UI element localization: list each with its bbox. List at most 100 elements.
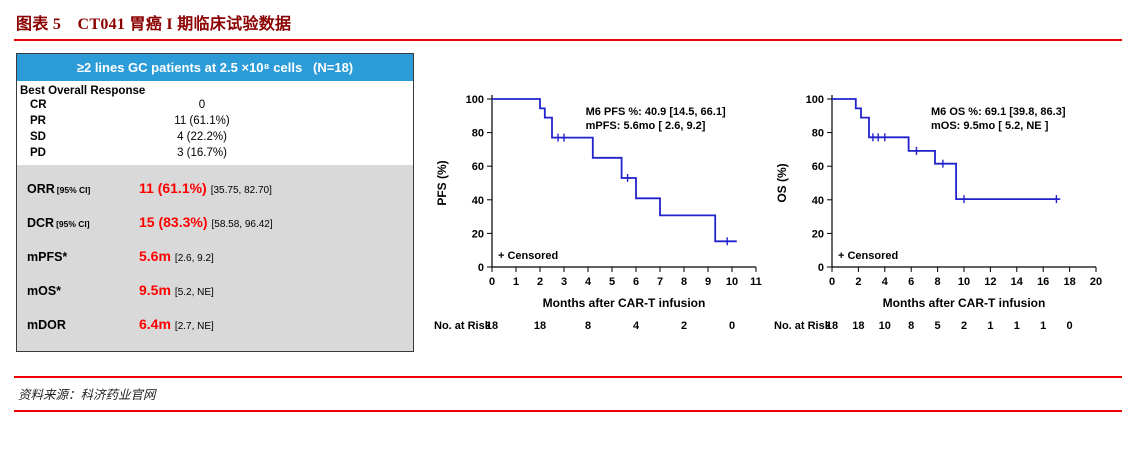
table-row: mOS* 9.5m [5.2, NE] — [17, 274, 413, 308]
y-axis-label: OS (%) — [775, 163, 789, 202]
svg-text:40: 40 — [812, 195, 824, 207]
svg-text:18: 18 — [852, 320, 864, 332]
svg-text:18: 18 — [826, 320, 838, 332]
censor-marks — [868, 133, 1061, 204]
svg-text:1: 1 — [1014, 320, 1020, 332]
svg-text:10: 10 — [958, 276, 970, 288]
row-value: 0 — [198, 99, 206, 111]
svg-text:4: 4 — [633, 320, 640, 332]
svg-text:20: 20 — [1090, 276, 1102, 288]
row-label: PD — [30, 147, 46, 159]
svg-text:7: 7 — [657, 276, 663, 288]
annotation: mPFS: 5.6mo [ 2.6, 9.2] — [586, 120, 706, 132]
svg-text:1: 1 — [987, 320, 993, 332]
os-km-chart: 0 20 40 60 80 100 0 2 4 6 8 10 12 14 16 18 20 M6 OS %: 69… — [774, 89, 1104, 337]
svg-text:20: 20 — [472, 228, 484, 240]
y-axis-label: PFS (%) — [435, 160, 449, 205]
row-value: 4 (22.2%) — [177, 131, 227, 143]
row-label: PR — [30, 115, 46, 127]
svg-text:60: 60 — [812, 161, 824, 173]
annotation: M6 PFS %: 40.9 [14.5, 66.1] — [586, 106, 726, 118]
svg-text:100: 100 — [466, 94, 484, 106]
svg-text:0: 0 — [829, 276, 835, 288]
svg-text:No. at Risk: No. at Risk — [434, 320, 492, 332]
svg-text:8: 8 — [585, 320, 591, 332]
svg-text:5: 5 — [935, 320, 941, 332]
table-row: mPFS* 5.6m [2.6, 9.2] — [17, 240, 413, 274]
table-section-title: Best Overall Response — [20, 85, 146, 97]
row-sublabel: [95% CI] — [56, 185, 91, 195]
svg-text:0: 0 — [478, 262, 484, 274]
figure-content: ≥2 lines GC patients at 2.5 ×10⁸ cells (… — [16, 53, 1120, 352]
svg-text:12: 12 — [984, 276, 996, 288]
svg-text:2: 2 — [855, 276, 861, 288]
row-sublabel: [95% CI] — [56, 219, 90, 229]
svg-text:5: 5 — [609, 276, 615, 288]
svg-text:2: 2 — [681, 320, 687, 332]
svg-text:0: 0 — [729, 320, 735, 332]
row-value: 6.4m [2.7, NE] — [139, 316, 214, 332]
pfs-km-chart: 0 20 40 60 80 100 0 1 2 3 4 5 6 7 8 9 10 11 M6 PFS %: 40.9… — [434, 89, 764, 337]
svg-text:8: 8 — [935, 276, 941, 288]
table-row: DCR [95% CI] 15 (83.3%) [58.58, 96.42] — [17, 206, 413, 240]
row-label: DCR [95% CI] — [27, 216, 90, 230]
table-row: ORR [95% CI] 11 (61.1%) [35.75, 82.70] — [17, 172, 413, 206]
row-label: mOS* — [27, 284, 62, 298]
footer-divider-top — [14, 376, 1122, 378]
svg-text:10: 10 — [726, 276, 738, 288]
svg-text:No. at Risk: No. at Risk — [774, 320, 832, 332]
censor-marks — [554, 133, 732, 246]
confidence-interval: [35.75, 82.70] — [210, 185, 272, 196]
row-label: mPFS* — [27, 250, 68, 264]
row-value: 11 (61.1%) [35.75, 82.70] — [139, 180, 272, 196]
svg-text:16: 16 — [1037, 276, 1049, 288]
svg-text:4: 4 — [585, 276, 592, 288]
confidence-interval: [58.58, 96.42] — [211, 219, 273, 230]
table-response-section: Best Overall Response CR 0 PR 11 (61.1%)… — [17, 81, 413, 165]
table-row: SD 4 (22.2%) — [17, 129, 413, 145]
svg-text:80: 80 — [472, 128, 484, 140]
svg-text:3: 3 — [561, 276, 567, 288]
svg-text:1: 1 — [1040, 320, 1046, 332]
row-label: mDOR — [27, 318, 66, 332]
svg-text:2: 2 — [537, 276, 543, 288]
svg-text:10: 10 — [879, 320, 891, 332]
svg-text:20: 20 — [812, 228, 824, 240]
figure-title: 图表 5 CT041 胃癌 I 期临床试验数据 — [16, 16, 292, 33]
figure-page: 图表 5 CT041 胃癌 I 期临床试验数据 ≥2 lines GC pati… — [0, 10, 1136, 450]
svg-text:2: 2 — [961, 320, 967, 332]
table-header: ≥2 lines GC patients at 2.5 ×10⁸ cells (… — [17, 54, 413, 81]
x-axis-label: Months after CAR-T infusion — [543, 296, 706, 310]
km-curve — [492, 98, 737, 243]
svg-text:6: 6 — [908, 276, 914, 288]
svg-text:1: 1 — [513, 276, 519, 288]
svg-text:4: 4 — [882, 276, 889, 288]
svg-text:8: 8 — [681, 276, 687, 288]
row-value: 9.5m [5.2, NE] — [139, 282, 214, 298]
censored-legend: + Censored — [498, 250, 558, 262]
row-value: 3 (16.7%) — [177, 147, 227, 159]
response-table: ≥2 lines GC patients at 2.5 ×10⁸ cells (… — [16, 53, 414, 352]
svg-text:6: 6 — [633, 276, 639, 288]
svg-text:18: 18 — [534, 320, 546, 332]
svg-text:100: 100 — [806, 94, 824, 106]
svg-text:14: 14 — [1011, 276, 1024, 288]
svg-text:0: 0 — [489, 276, 495, 288]
row-value: 11 (61.1%) — [174, 115, 230, 127]
row-label: SD — [30, 131, 46, 143]
x-axis-label: Months after CAR-T infusion — [883, 296, 1046, 310]
svg-text:9: 9 — [705, 276, 711, 288]
axes: 0 20 40 60 80 100 0 2 4 6 8 10 12 14 16 18 20 — [806, 94, 1102, 288]
row-value: 15 (83.3%) [58.58, 96.42] — [139, 214, 273, 230]
confidence-interval: [5.2, NE] — [174, 287, 214, 298]
axes: 0 20 40 60 80 100 0 1 2 3 4 5 6 7 8 9 10 11 — [466, 94, 762, 288]
svg-text:80: 80 — [812, 128, 824, 140]
confidence-interval: [2.7, NE] — [174, 321, 214, 332]
annotation: mOS: 9.5mo [ 5.2, NE ] — [931, 120, 1049, 132]
censored-legend: + Censored — [838, 250, 898, 262]
confidence-interval: [2.6, 9.2] — [174, 253, 214, 264]
row-label: ORR [95% CI] — [27, 182, 91, 196]
